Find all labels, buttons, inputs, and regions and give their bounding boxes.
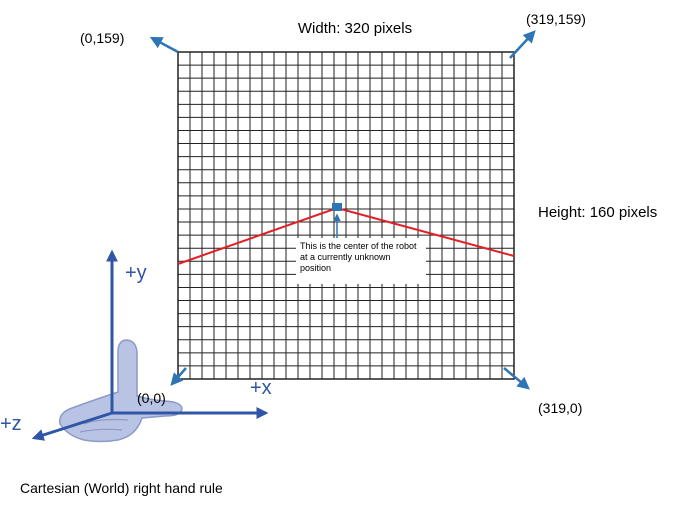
robot-center-note: This is the center of the robot at a cur… [296, 238, 426, 284]
robot-center-marker [332, 203, 342, 211]
corner-arrow-top-left [152, 38, 178, 52]
corner-label-bottom-left: (0,0) [137, 390, 166, 406]
caption: Cartesian (World) right hand rule [20, 480, 223, 496]
pixel-grid [178, 52, 514, 379]
width-label: Width: 320 pixels [298, 20, 412, 37]
height-label: Height: 160 pixels [538, 204, 657, 221]
z-axis-label: +z [0, 413, 22, 435]
corner-label-bottom-right: (319,0) [538, 400, 582, 416]
corner-arrow-bottom-right [504, 368, 528, 388]
corner-arrow-bottom-left [172, 368, 186, 384]
corner-label-top-right: (319,159) [526, 11, 586, 27]
corner-label-top-left: (0,159) [80, 30, 124, 46]
corner-arrow-top-right [510, 32, 534, 58]
y-axis-label: +y [125, 262, 147, 284]
x-axis-label: +x [250, 377, 272, 399]
